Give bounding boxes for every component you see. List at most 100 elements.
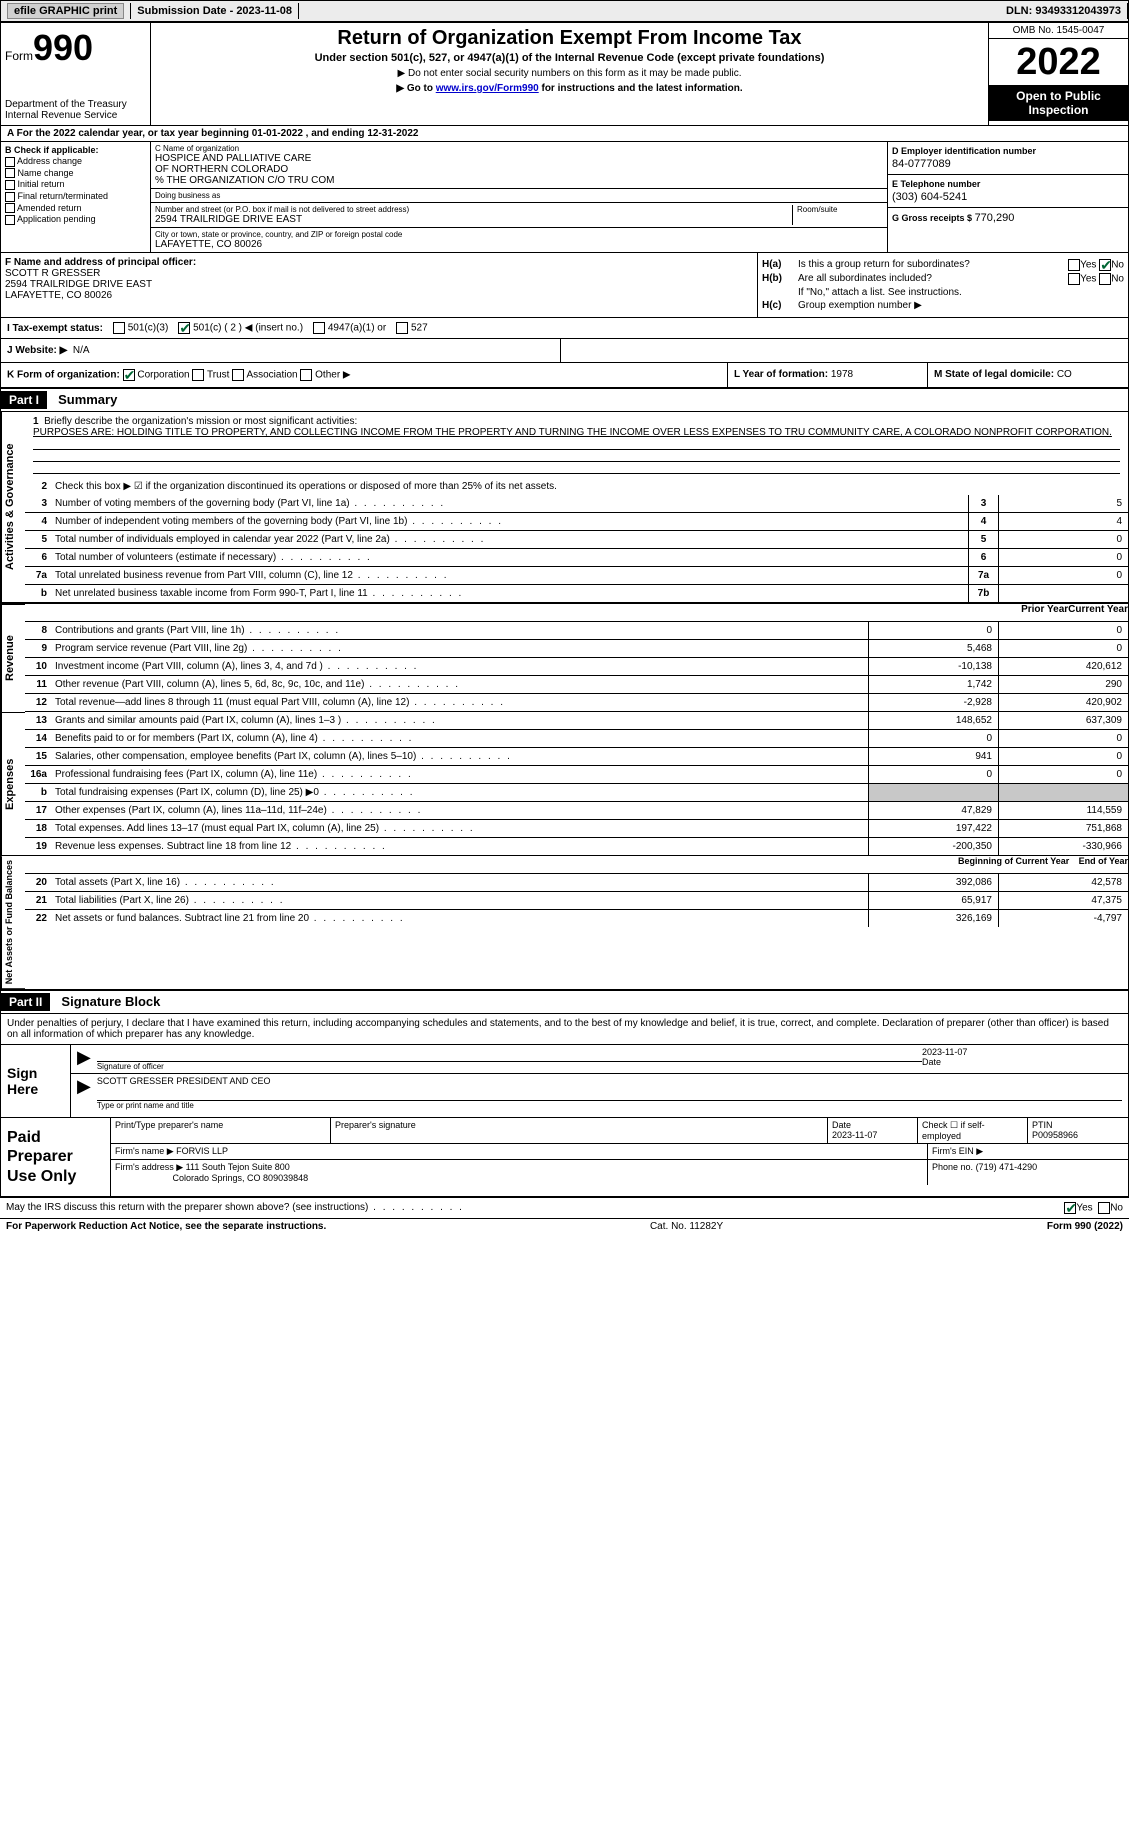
- efile-cell: efile GRAPHIC print: [1, 3, 131, 19]
- arrow-icon: ▶: [77, 1047, 91, 1071]
- row-b: bTotal fundraising expenses (Part IX, co…: [25, 784, 1128, 802]
- header-left: Form990 Department of the Treasury Inter…: [1, 23, 151, 125]
- firm-addr2: Colorado Springs, CO 809039848: [173, 1173, 309, 1183]
- officer-name: SCOTT R GRESSER: [5, 268, 753, 279]
- efile-print-button[interactable]: efile GRAPHIC print: [7, 3, 124, 19]
- city-label: City or town, state or province, country…: [155, 230, 883, 239]
- firm-addr-label: Firm's address ▶: [115, 1162, 183, 1172]
- row-8: 8Contributions and grants (Part VIII, li…: [25, 622, 1128, 640]
- link-pre: ▶ Go to: [396, 83, 435, 94]
- prep-date-val: 2023-11-07: [832, 1130, 877, 1140]
- dln: DLN: 93493312043973: [1000, 3, 1128, 19]
- current-year-label: Current Year: [1068, 604, 1128, 621]
- row-21: 21Total liabilities (Part X, line 26)65,…: [25, 892, 1128, 910]
- row-14: 14Benefits paid to or for members (Part …: [25, 730, 1128, 748]
- form-ref: Form 990 (2022): [1047, 1221, 1123, 1232]
- vlabel-revenue: Revenue: [1, 604, 25, 712]
- chk-final-return: Final return/terminated: [5, 191, 146, 202]
- row-12: 12Total revenue—add lines 8 through 11 (…: [25, 694, 1128, 712]
- row-16a: 16aProfessional fundraising fees (Part I…: [25, 766, 1128, 784]
- chk-pending: Application pending: [5, 214, 146, 225]
- year-formation-cell: L Year of formation: 1978: [728, 363, 928, 387]
- py-cy-header: Prior Year Current Year: [25, 604, 1128, 622]
- addr-cell: Number and street (or P.O. box if mail i…: [151, 203, 887, 228]
- block-bcd: B Check if applicable: Address change Na…: [0, 142, 1129, 253]
- prep-sig-label: Preparer's signature: [335, 1120, 823, 1130]
- sig-date-val: 2023-11-07: [922, 1047, 1122, 1057]
- ein-cell: D Employer identification number 84-0777…: [888, 142, 1128, 175]
- row-15: 15Salaries, other compensation, employee…: [25, 748, 1128, 766]
- hc-text: Group exemption number ▶: [798, 300, 1124, 311]
- hb-note: If "No," attach a list. See instructions…: [798, 287, 1124, 298]
- row-j: J Website: ▶ N/A: [0, 339, 1129, 363]
- part1-tag: Part I: [1, 391, 47, 409]
- phone-label: E Telephone number: [892, 179, 1124, 189]
- may-irs-text: May the IRS discuss this return with the…: [6, 1202, 1064, 1213]
- org-name-1: HOSPICE AND PALLIATIVE CARE: [155, 153, 883, 164]
- row-klm: K Form of organization: Corporation Trus…: [0, 363, 1129, 389]
- form-title: Return of Organization Exempt From Incom…: [155, 27, 984, 50]
- tax-exempt-label: I Tax-exempt status:: [7, 323, 103, 334]
- chk-amended: Amended return: [5, 203, 146, 214]
- hb-boxes: Yes No: [1024, 273, 1124, 285]
- footer: For Paperwork Reduction Act Notice, see …: [0, 1218, 1129, 1234]
- may-irs-boxes: Yes No: [1064, 1202, 1123, 1214]
- row-22: 22Net assets or fund balances. Subtract …: [25, 910, 1128, 927]
- dba-label: Doing business as: [155, 191, 883, 200]
- ecy-label: End of Year: [1079, 856, 1128, 873]
- form-number: 990: [33, 27, 93, 68]
- firm-phone-val: (719) 471-4290: [976, 1162, 1038, 1172]
- prior-year-label: Prior Year: [1021, 604, 1068, 621]
- cat-no: Cat. No. 11282Y: [326, 1221, 1047, 1232]
- chk-initial-return: Initial return: [5, 179, 146, 190]
- mission-text: PURPOSES ARE: HOLDING TITLE TO PROPERTY,…: [33, 427, 1112, 438]
- state-domicile-cell: M State of legal domicile: CO: [928, 363, 1128, 387]
- firm-ein-label: Firm's EIN ▶: [932, 1146, 983, 1156]
- ha-label: H(a): [762, 259, 798, 271]
- city-cell: City or town, state or province, country…: [151, 228, 887, 252]
- chk-address-change: Address change: [5, 156, 146, 167]
- firm-name-val: FORVIS LLP: [176, 1146, 228, 1156]
- may-irs-row: May the IRS discuss this return with the…: [0, 1198, 1129, 1218]
- officer-label: F Name and address of principal officer:: [5, 257, 753, 268]
- omb-number: OMB No. 1545-0047: [989, 23, 1128, 39]
- mission-q: Briefly describe the organization's miss…: [44, 416, 357, 427]
- hb-text: Are all subordinates included?: [798, 273, 1024, 285]
- expenses-section: Expenses 13Grants and similar amounts pa…: [0, 712, 1129, 856]
- header-right: OMB No. 1545-0047 2022 Open to Public In…: [988, 23, 1128, 125]
- open-to-public: Open to Public Inspection: [989, 85, 1128, 121]
- sign-here-label: Sign Here: [1, 1045, 71, 1117]
- part2-tag: Part II: [1, 993, 50, 1011]
- revenue-header-section: Revenue Prior Year Current Year 8Contrib…: [0, 604, 1129, 712]
- submission-date: Submission Date - 2023-11-08: [131, 3, 299, 19]
- addr-val: 2594 TRAILRIDGE DRIVE EAST: [155, 214, 788, 225]
- org-name-3: % THE ORGANIZATION C/O TRU COM: [155, 175, 883, 186]
- col-c: C Name of organization HOSPICE AND PALLI…: [151, 142, 888, 252]
- hc-label: H(c): [762, 300, 798, 311]
- ha-text: Is this a group return for subordinates?: [798, 259, 1024, 271]
- pprow-3: Firm's address ▶ 111 South Tejon Suite 8…: [111, 1160, 1128, 1185]
- phone-val: (303) 604-5241: [892, 191, 1124, 203]
- part1-header: Part I Summary: [0, 389, 1129, 412]
- hb-label: H(b): [762, 273, 798, 285]
- vlabel-expenses: Expenses: [1, 712, 25, 856]
- row-10: 10Investment income (Part VIII, column (…: [25, 658, 1128, 676]
- irs-link[interactable]: www.irs.gov/Form990: [436, 83, 539, 94]
- gross-val: 770,290: [975, 212, 1015, 224]
- row-9: 9Program service revenue (Part VIII, lin…: [25, 640, 1128, 658]
- vlabel-netassets: Net Assets or Fund Balances: [1, 856, 25, 989]
- form-note-ssn: ▶ Do not enter social security numbers o…: [155, 68, 984, 79]
- row-j-right: [561, 339, 573, 362]
- paid-prep-label: Paid Preparer Use Only: [1, 1118, 111, 1196]
- city-val: LAFAYETTE, CO 80026: [155, 239, 883, 250]
- opt-527: 527: [396, 322, 427, 334]
- tax-year: 2022: [989, 39, 1128, 85]
- firm-addr1: 111 South Tejon Suite 800: [186, 1162, 290, 1172]
- sig-name-col: SCOTT GRESSER PRESIDENT AND CEO Type or …: [97, 1076, 1122, 1110]
- officer-name-title: SCOTT GRESSER PRESIDENT AND CEO: [97, 1076, 1122, 1086]
- org-name-2: OF NORTHERN COLORADO: [155, 164, 883, 175]
- sig-date-col: 2023-11-07 Date: [922, 1047, 1122, 1071]
- activity-row-3: 3Number of voting members of the governi…: [25, 495, 1128, 513]
- col-h: H(a) Is this a group return for subordin…: [758, 253, 1128, 317]
- paperwork-notice: For Paperwork Reduction Act Notice, see …: [6, 1221, 326, 1232]
